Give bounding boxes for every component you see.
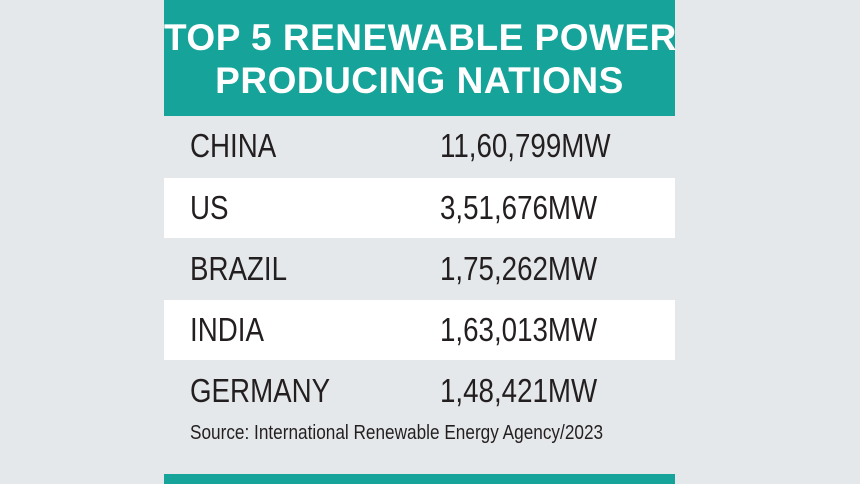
capacity-value: 3,51,676MW xyxy=(440,189,598,226)
capacity-value: 1,75,262MW xyxy=(440,250,598,287)
country-label: CHINA xyxy=(190,127,277,164)
country-label: INDIA xyxy=(190,311,264,348)
country-label: BRAZIL xyxy=(190,250,288,287)
title-line-2: PRODUCING NATIONS xyxy=(215,60,624,101)
table-row-germany: GERMANY 1,48,421MW xyxy=(164,361,675,421)
infographic-card: TOP 5 RENEWABLE POWER PRODUCING NATIONS … xyxy=(164,0,677,484)
capacity-value: 1,48,421MW xyxy=(440,372,598,409)
country-label: US xyxy=(190,189,229,226)
source-note: Source: International Renewable Energy A… xyxy=(190,422,604,444)
title-banner: TOP 5 RENEWABLE POWER PRODUCING NATIONS xyxy=(164,0,677,116)
table-row-china: CHINA 11,60,799MW xyxy=(164,116,675,176)
footer-accent-bar xyxy=(164,474,675,484)
capacity-value: 1,63,013MW xyxy=(440,311,598,348)
table-row-us: US 3,51,676MW xyxy=(164,178,675,238)
table-row-brazil: BRAZIL 1,75,262MW xyxy=(164,239,675,299)
country-label: GERMANY xyxy=(190,372,331,409)
capacity-value: 11,60,799MW xyxy=(440,127,611,164)
table-row-india: INDIA 1,63,013MW xyxy=(164,300,675,360)
title-line-1: TOP 5 RENEWABLE POWER xyxy=(164,17,677,58)
